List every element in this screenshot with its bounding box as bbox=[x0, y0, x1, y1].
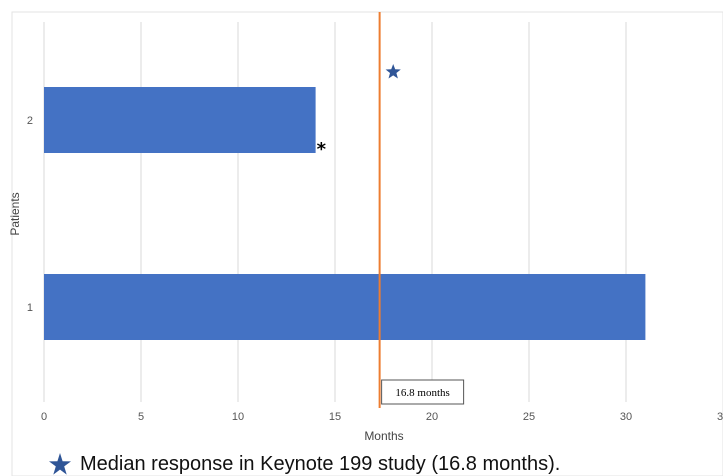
bar-patient-1 bbox=[44, 274, 646, 340]
x-tick-label: 20 bbox=[426, 411, 438, 423]
x-tick-label: 15 bbox=[329, 411, 341, 423]
x-tick-label: 3 bbox=[717, 411, 723, 423]
y-tick-label: 1 bbox=[27, 302, 33, 314]
star-icon bbox=[49, 453, 71, 475]
bar-patient-2 bbox=[44, 87, 316, 153]
y-tick-label: 2 bbox=[27, 115, 33, 127]
star-marker bbox=[385, 64, 401, 79]
x-tick-label: 10 bbox=[232, 411, 244, 423]
x-tick-label: 30 bbox=[620, 411, 632, 423]
x-tick-label: 5 bbox=[138, 411, 144, 423]
x-tick-label: 0 bbox=[41, 411, 47, 423]
bar-annotation-asterisk: * bbox=[317, 139, 327, 160]
legend-text: Median response in Keynote 199 study (16… bbox=[80, 452, 561, 475]
reference-label: 16.8 months bbox=[395, 387, 449, 399]
chart-frame bbox=[11, 11, 723, 476]
y-axis-title: Patients bbox=[8, 192, 22, 235]
x-tick-label: 25 bbox=[523, 411, 535, 423]
legend: Median response in Keynote 199 study (16… bbox=[48, 452, 560, 476]
x-axis-title: Months bbox=[364, 429, 403, 443]
reference-label-box bbox=[381, 379, 465, 405]
